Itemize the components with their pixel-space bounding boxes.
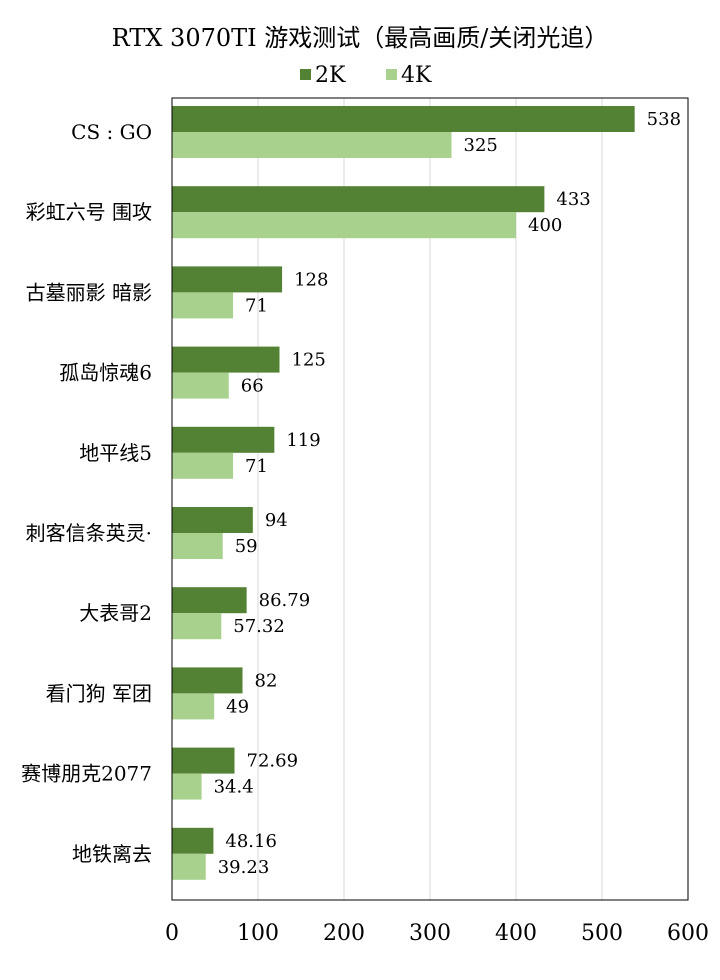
data-label-2k: 128 [294,269,328,290]
data-label-2k: 72.69 [247,751,299,772]
data-label-2k: 433 [556,189,590,210]
data-label-2k: 94 [265,510,288,531]
data-label-4k: 39.23 [218,857,270,878]
legend: 2K 4K [300,63,432,88]
x-tick-label: 600 [667,921,709,946]
category-label: 地铁离去 [72,842,152,866]
plot-border [171,97,689,901]
x-tick-label: 200 [323,921,365,946]
data-label-2k: 125 [292,350,326,371]
x-tick-label: 500 [581,921,623,946]
bar-4k [172,452,234,479]
bar-2k [172,587,247,614]
bar-4k [172,853,206,880]
bar-4k [172,693,215,720]
chart-title: RTX 3070TI 游戏测试（最高画质/关闭光追） [112,24,609,52]
data-label-2k: 119 [286,430,320,451]
x-tick-label: 400 [495,921,537,946]
category-label: 刺客信条英灵· [26,521,152,545]
bar-2k [172,266,283,293]
bars [172,106,635,880]
bar-4k [172,773,202,800]
bar-2k [172,346,280,373]
data-label-4k: 325 [464,135,498,156]
bar-2k [172,186,545,213]
legend-swatch-4k [386,69,397,80]
legend-label-4k: 4K [401,63,432,88]
data-labels: 538 325 433 400 128 71 125 66 119 71 94 59 86.79 57.3… [214,109,681,878]
category-label: 地平线5 [79,441,152,465]
category-label: CS : GO [71,120,152,144]
bar-2k [172,667,243,694]
data-label-4k: 49 [226,696,249,717]
category-label: 孤岛惊魂6 [59,361,152,385]
data-label-2k: 86.79 [259,590,311,611]
data-label-4k: 71 [245,456,268,477]
category-label: 大表哥2 [79,601,152,625]
bar-2k [172,827,214,854]
bar-4k [172,533,223,559]
data-label-4k: 57.32 [233,616,285,637]
category-label: 看门狗 军团 [46,681,152,705]
x-tick-label: 300 [409,921,451,946]
bar-2k [172,507,253,533]
watermark: 知乎 @Wallace [562,939,706,963]
data-label-4k: 66 [241,376,264,397]
category-label: 赛博朋克2077 [21,762,152,786]
x-tick-label: 0 [165,921,179,946]
data-label-4k: 34.4 [214,777,254,798]
x-axis-ticks: 0 100 200 300 400 500 600 [165,921,709,946]
bar-4k [172,132,452,158]
bar-2k [172,426,275,453]
bar-4k [172,372,229,399]
data-label-2k: 82 [255,670,278,691]
legend-swatch-2k [300,69,311,80]
data-label-4k: 400 [528,215,562,236]
x-tick-label: 100 [237,921,279,946]
data-label-2k: 48.16 [225,831,277,852]
bar-2k [172,747,235,774]
bar-4k [172,613,222,640]
data-label-4k: 59 [235,536,258,557]
bar-4k [172,212,516,239]
legend-label-2k: 2K [315,63,346,88]
category-label: 古墓丽影 暗影 [26,280,152,304]
data-label-2k: 538 [647,109,681,130]
category-label: 彩虹六号 围攻 [26,200,152,224]
data-label-4k: 71 [245,295,268,316]
bar-2k [172,106,635,132]
bar-4k [172,292,234,319]
